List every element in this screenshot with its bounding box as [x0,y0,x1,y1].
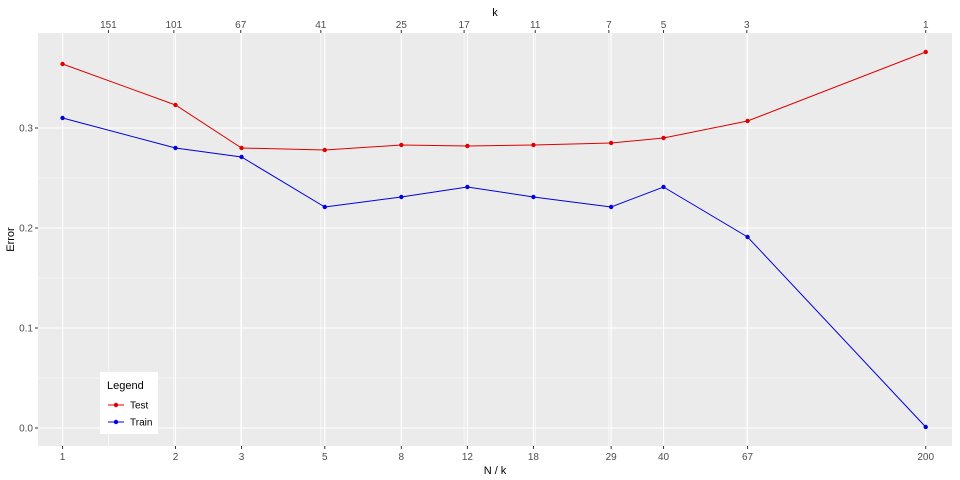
legend-test-point [113,402,119,408]
x-tick-label: 1 [60,452,66,463]
y-tick-label: 0.0 [19,424,33,435]
x-tick-label: 2 [173,452,179,463]
y-tick-label: 0.1 [19,324,33,335]
x-tick-label: 18 [528,452,540,463]
train-point [465,184,470,190]
series-layer [60,49,928,430]
train-point [322,204,327,210]
top-tick-label: 67 [235,20,247,31]
x-tick-label: 29 [606,452,618,463]
series-train [60,115,928,430]
top-tick-label: 101 [166,20,183,31]
train-point [239,154,244,160]
series-test [60,49,928,153]
test-point [173,102,178,108]
x-tick-label: 67 [742,452,754,463]
top-tick-label: 11 [530,20,541,31]
train-point [531,194,536,200]
train-point [745,234,750,240]
x-tick-label: 8 [399,452,405,463]
y-tick-label: 0.2 [19,224,33,235]
test-point [608,140,614,146]
test-point [322,147,327,153]
legend-train-label: Train [130,418,152,429]
legend-train-point [113,419,119,425]
grid-lines [38,33,952,446]
legend-title: Legend [107,380,144,392]
test-point [745,118,750,124]
train-point [60,115,65,121]
test-point [239,145,244,151]
top-tick-label: 3 [744,20,750,31]
plot-panel [38,33,952,446]
top-tick-label: 151 [100,20,117,31]
y-axis-title: Error [5,227,17,252]
top-tick-label: 7 [606,20,612,31]
legend-test-label: Test [130,401,149,412]
test-point [465,143,470,149]
train-point [173,145,178,151]
top-tick-label: 25 [396,20,408,31]
legend: Legend Test Train [100,372,158,434]
test-point [399,142,404,148]
x-tick-label: 5 [322,452,328,463]
top-tick-label: 5 [661,20,667,31]
x-tick-label: 3 [239,452,245,463]
x-tick-label: 200 [917,452,934,463]
axis-ticks [35,30,927,449]
test-point [531,142,536,148]
test-point [60,61,65,67]
y-tick-label: 0.3 [19,124,33,135]
train-point [608,204,614,210]
x-tick-label: 12 [462,452,474,463]
train-point [399,194,404,200]
x-axis-title: N / k [484,465,507,477]
top-tick-label: 17 [459,20,471,31]
train-point [661,184,666,190]
top-tick-label: 1 [923,20,929,31]
test-point [923,49,928,55]
train-point [923,424,928,430]
test-point [661,135,666,141]
x-tick-label: 40 [658,452,670,463]
top-tick-label: 41 [315,20,327,31]
legend-background [100,372,158,434]
top-axis-title: k [492,7,498,19]
